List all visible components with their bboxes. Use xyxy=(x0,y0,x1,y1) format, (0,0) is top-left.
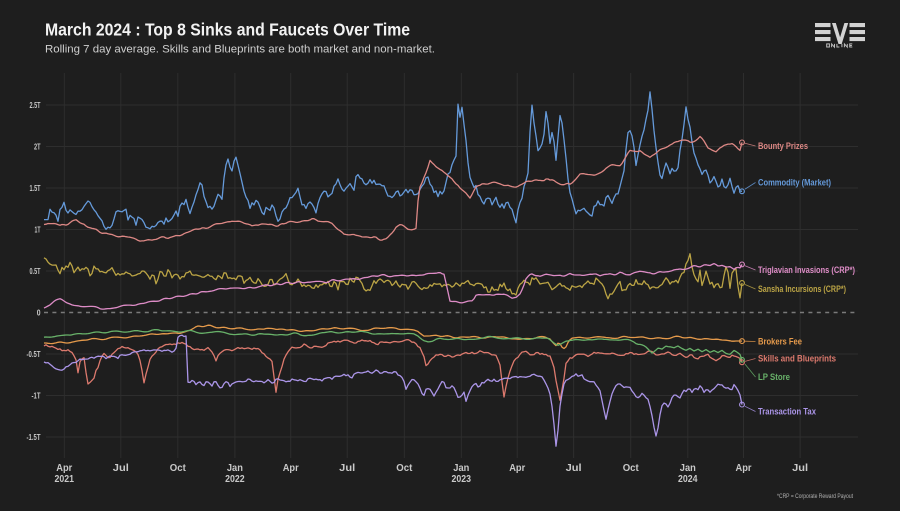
svg-text:2T: 2T xyxy=(34,142,41,152)
svg-text:-0.5T: -0.5T xyxy=(27,349,42,359)
svg-text:Jan: Jan xyxy=(227,463,243,474)
svg-text:2024: 2024 xyxy=(678,474,698,485)
svg-text:Oct: Oct xyxy=(396,463,413,474)
svg-text:Jan: Jan xyxy=(453,463,469,474)
svg-text:Triglavian Invasions (CRP*): Triglavian Invasions (CRP*) xyxy=(758,265,855,275)
svg-text:Apr: Apr xyxy=(509,463,525,474)
svg-text:0.5T: 0.5T xyxy=(30,266,42,276)
svg-text:*CRP = Corporate Reward Payout: *CRP = Corporate Reward Payout xyxy=(777,493,853,500)
svg-text:-1T: -1T xyxy=(32,391,42,401)
svg-text:Commodity (Market): Commodity (Market) xyxy=(758,178,831,188)
svg-text:LP Store: LP Store xyxy=(758,372,790,382)
svg-text:Jul: Jul xyxy=(113,463,129,474)
svg-text:2.5T: 2.5T xyxy=(30,100,42,110)
svg-text:Jul: Jul xyxy=(792,463,808,474)
svg-text:Rolling 7 day average. Skills: Rolling 7 day average. Skills and Bluepr… xyxy=(45,43,435,55)
svg-text:Jul: Jul xyxy=(339,463,355,474)
svg-text:Brokers Fee: Brokers Fee xyxy=(758,337,802,347)
svg-text:2023: 2023 xyxy=(452,474,472,485)
svg-text:Oct: Oct xyxy=(623,463,640,474)
svg-text:Jul: Jul xyxy=(566,463,582,474)
svg-text:March 2024 : Top 8 Sinks and F: March 2024 : Top 8 Sinks and Faucets Ove… xyxy=(45,20,410,40)
svg-text:Oct: Oct xyxy=(170,463,187,474)
svg-text:0: 0 xyxy=(37,308,41,318)
svg-text:Apr: Apr xyxy=(283,463,299,474)
svg-text:Transaction Tax: Transaction Tax xyxy=(758,407,817,417)
svg-text:2021: 2021 xyxy=(55,474,75,485)
svg-text:Skills and Blueprints: Skills and Blueprints xyxy=(758,354,836,364)
svg-text:Bounty Prizes: Bounty Prizes xyxy=(758,141,808,151)
svg-text:Apr: Apr xyxy=(736,463,752,474)
svg-text:Sansha Incursions (CRP*): Sansha Incursions (CRP*) xyxy=(758,284,846,294)
svg-text:Jan: Jan xyxy=(680,463,696,474)
svg-text:2022: 2022 xyxy=(225,474,245,485)
svg-text:-1.5T: -1.5T xyxy=(27,432,42,442)
svg-text:Apr: Apr xyxy=(56,463,72,474)
svg-text:1T: 1T xyxy=(35,225,41,235)
svg-text:1.5T: 1.5T xyxy=(30,183,42,193)
